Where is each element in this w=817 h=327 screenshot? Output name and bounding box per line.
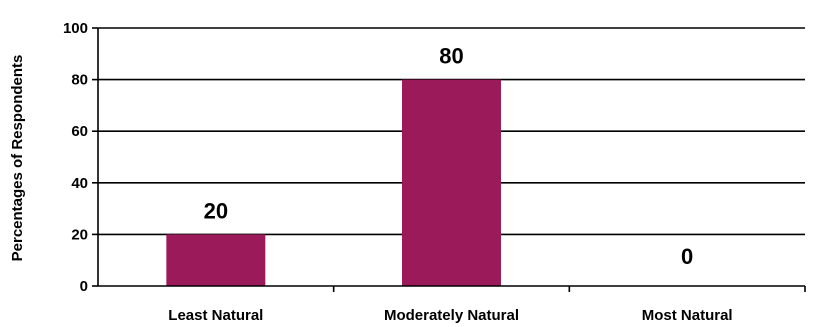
bar-least-natural <box>166 234 266 286</box>
data-label-moderately-natural: 80 <box>439 44 463 69</box>
x-category-label-most-natural: Most Natural <box>642 307 733 324</box>
y-axis-title: Percentages of Respondents <box>9 55 26 262</box>
bars <box>166 79 501 286</box>
y-tick-label-20: 20 <box>71 226 88 243</box>
bar-moderately-natural <box>402 79 501 286</box>
y-tick-label-0: 0 <box>80 278 88 295</box>
axes <box>92 27 806 292</box>
y-tick-label-100: 100 <box>63 20 88 37</box>
data-label-most-natural: 0 <box>681 244 693 269</box>
x-category-label-least-natural: Least Natural <box>168 307 263 324</box>
y-tick-label-60: 60 <box>71 123 88 140</box>
labels: 0 20 40 60 80 100 20 Least Natural 80 Moderately … <box>63 20 733 324</box>
data-label-least-natural: 20 <box>204 198 228 223</box>
y-tick-label-40: 40 <box>71 175 88 192</box>
y-tick-label-80: 80 <box>71 72 88 89</box>
x-category-label-moderately-natural: Moderately Natural <box>384 307 519 324</box>
